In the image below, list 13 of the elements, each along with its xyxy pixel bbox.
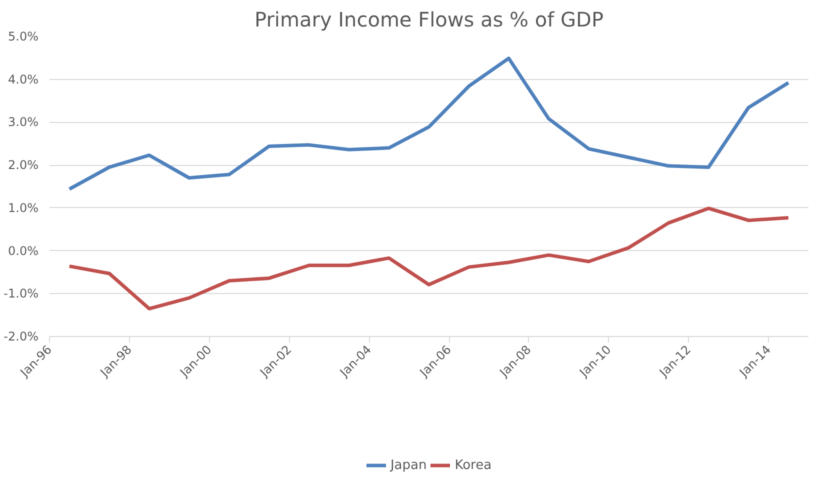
y-tick-label: 0.0% [8,244,39,258]
y-tick-label: 5.0% [8,30,39,44]
y-tick-label: -1.0% [4,286,39,301]
line-series [68,206,790,310]
legend-label: Korea [454,458,492,473]
y-tick-label: 4.0% [8,72,39,86]
y-tick-label: 1.0% [8,200,39,215]
legend-label: Japan [390,458,427,473]
y-tick-label: 3.0% [8,115,39,130]
line-series [68,56,790,191]
y-tick-label: 2.0% [8,158,39,172]
chart-title: Primary Income Flows as % of GDP [254,8,604,32]
y-tick-label: -2.0% [4,330,39,344]
